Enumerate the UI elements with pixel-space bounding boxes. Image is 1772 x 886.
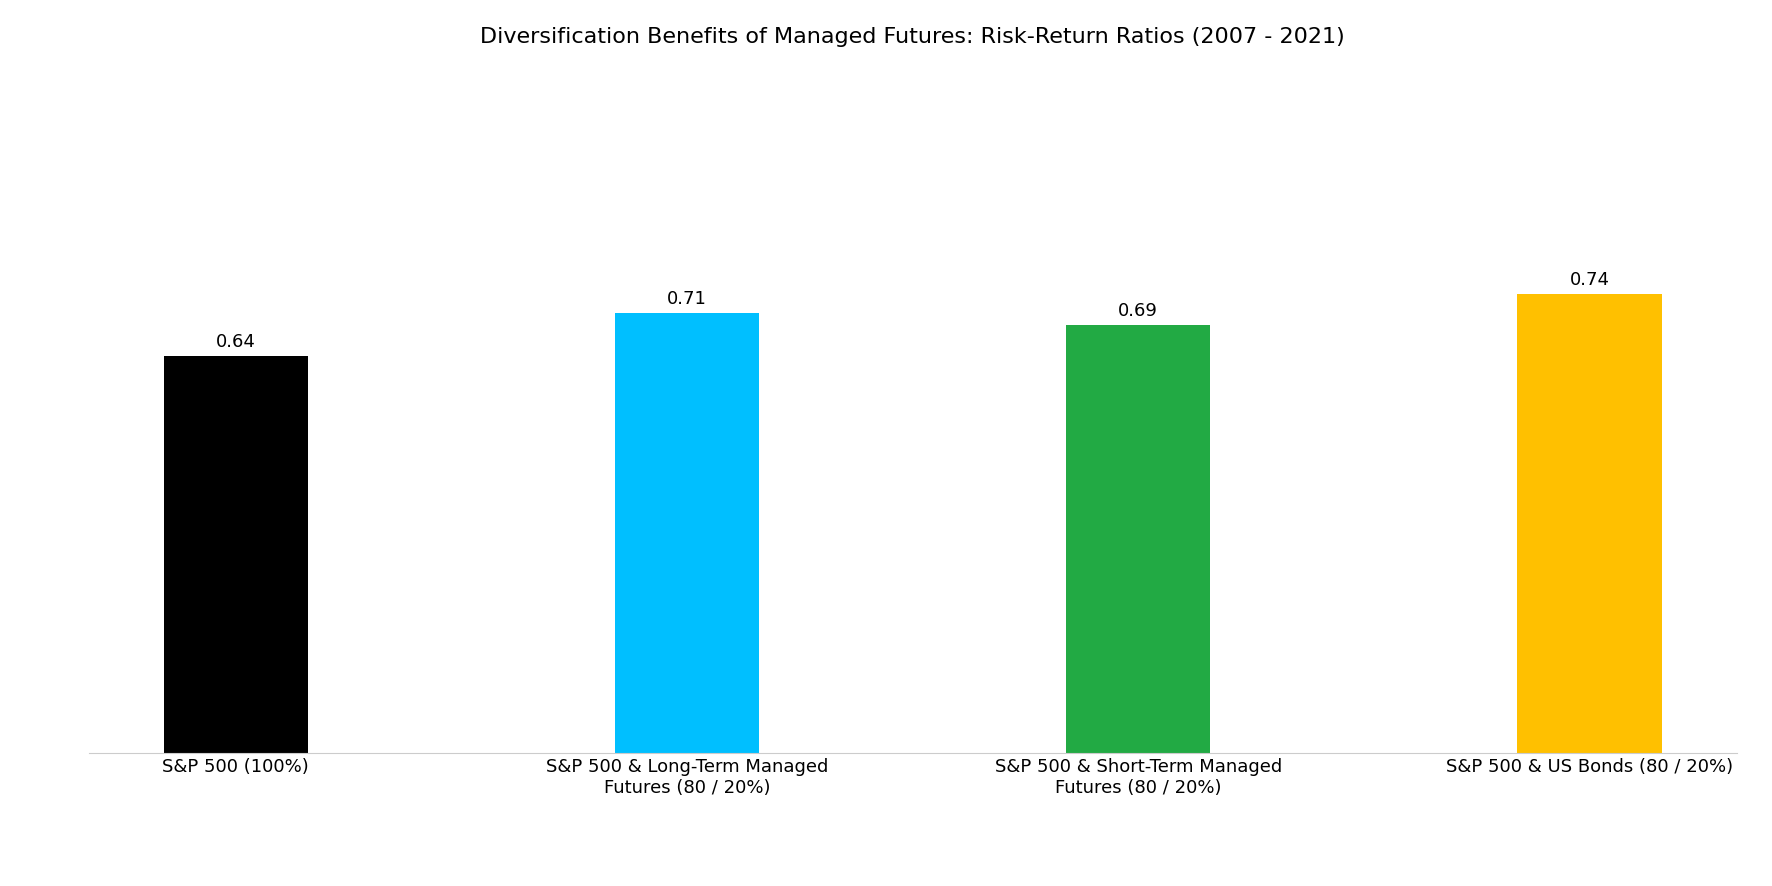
Bar xyxy=(615,313,758,753)
Text: 0.64: 0.64 xyxy=(216,333,255,351)
Bar xyxy=(163,356,308,753)
Text: 0.69: 0.69 xyxy=(1118,302,1159,320)
Text: 0.71: 0.71 xyxy=(666,290,707,307)
Text: 0.74: 0.74 xyxy=(1570,271,1609,289)
Title: Diversification Benefits of Managed Futures: Risk-Return Ratios (2007 - 2021): Diversification Benefits of Managed Futu… xyxy=(480,27,1345,47)
Bar xyxy=(1517,294,1662,753)
Bar xyxy=(1067,325,1210,753)
